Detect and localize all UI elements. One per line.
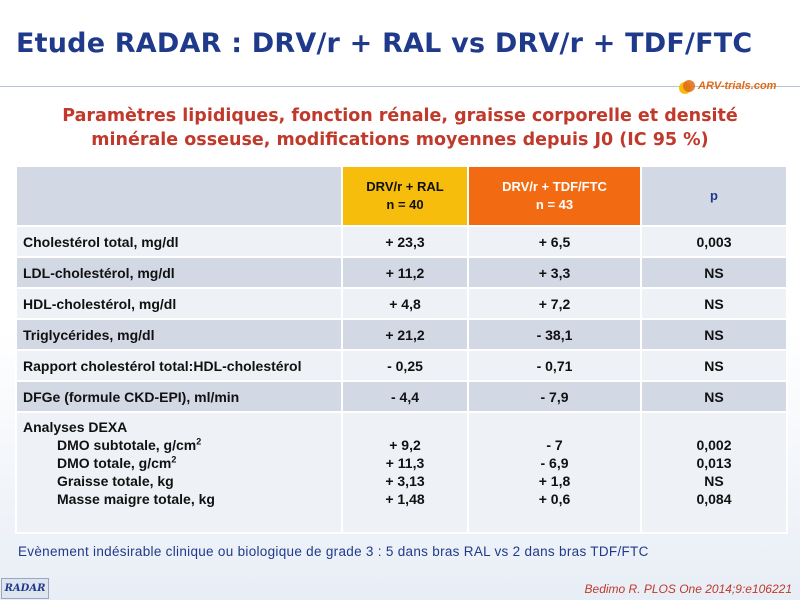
- results-table: DRV/r + RAL n = 40 DRV/r + TDF/FTC n = 4…: [15, 165, 788, 534]
- row-label: LDL-cholestérol, mg/dl: [15, 256, 343, 289]
- p-value: NS: [704, 473, 724, 489]
- header-tdf-arm: DRV/r + TDF/FTC n = 43: [467, 165, 642, 227]
- header-ral-name: DRV/r + RAL: [366, 179, 444, 194]
- header-p-value: p: [640, 165, 788, 227]
- ral-value: + 3,13: [385, 473, 425, 489]
- adverse-events-note: Evènement indésirable clinique ou biolog…: [18, 544, 649, 559]
- arv-logo-icon: [679, 80, 695, 94]
- p-value: 0,002: [696, 437, 732, 453]
- dexa-item-label: DMO totale, g/cm2: [57, 454, 177, 471]
- table-row: HDL-cholestérol, mg/dl + 4,8 + 7,2 NS: [15, 287, 788, 320]
- dexa-heading: Analyses DEXA: [23, 419, 128, 435]
- header-tdf-name: DRV/r + TDF/FTC: [502, 179, 607, 194]
- tdf-value: - 0,71: [467, 349, 642, 382]
- p-value: NS: [640, 349, 788, 382]
- table-row: DFGe (formule CKD-EPI), ml/min - 4,4 - 7…: [15, 380, 788, 413]
- slide-title: Etude RADAR : DRV/r + RAL vs DRV/r + TDF…: [16, 28, 753, 59]
- logo-text: ARV-trials.com: [698, 80, 777, 92]
- header-ral-n: n = 40: [386, 197, 424, 212]
- dexa-item-label: Masse maigre totale, kg: [57, 491, 215, 507]
- p-value: 0,003: [640, 225, 788, 258]
- ral-value: + 9,2: [389, 437, 421, 453]
- ral-value: - 0,25: [341, 349, 469, 382]
- ral-value: + 4,8: [341, 287, 469, 320]
- p-value: NS: [640, 256, 788, 289]
- tdf-value: - 38,1: [467, 318, 642, 351]
- dexa-item-label: Graisse totale, kg: [57, 473, 174, 489]
- table-row: Cholestérol total, mg/dl + 23,3 + 6,5 0,…: [15, 225, 788, 258]
- p-value: NS: [640, 287, 788, 320]
- dexa-row: Analyses DEXA DMO subtotale, g/cm2 DMO t…: [15, 411, 788, 534]
- p-value: NS: [640, 380, 788, 413]
- dexa-ral-cell: + 9,2 + 11,3 + 3,13 + 1,48: [341, 411, 469, 534]
- table-row: Rapport cholestérol total:HDL-cholestéro…: [15, 349, 788, 382]
- row-label: DFGe (formule CKD-EPI), ml/min: [15, 380, 343, 413]
- arv-trials-logo: ARV-trials.com: [676, 76, 794, 98]
- ral-value: + 21,2: [341, 318, 469, 351]
- dexa-labels-cell: Analyses DEXA DMO subtotale, g/cm2 DMO t…: [15, 411, 343, 534]
- title-divider: [0, 86, 800, 87]
- ral-value: + 11,3: [385, 455, 425, 471]
- tdf-value: - 6,9: [540, 455, 569, 471]
- subtitle-line-2: minérale osseuse, modifications moyennes…: [91, 130, 709, 150]
- tdf-value: + 1,8: [538, 473, 571, 489]
- tdf-value: + 3,3: [467, 256, 642, 289]
- table-row: LDL-cholestérol, mg/dl + 11,2 + 3,3 NS: [15, 256, 788, 289]
- dexa-p-cell: 0,002 0,013 NS 0,084: [640, 411, 788, 534]
- row-label: Rapport cholestérol total:HDL-cholestéro…: [15, 349, 343, 382]
- tdf-value: - 7,9: [467, 380, 642, 413]
- slide-subtitle: Paramètres lipidiques, fonction rénale, …: [10, 104, 790, 152]
- ral-value: + 11,2: [341, 256, 469, 289]
- row-label: HDL-cholestérol, mg/dl: [15, 287, 343, 320]
- table-row: Triglycérides, mg/dl + 21,2 - 38,1 NS: [15, 318, 788, 351]
- p-value: 0,084: [696, 491, 732, 507]
- row-label: Triglycérides, mg/dl: [15, 318, 343, 351]
- header-ral-arm: DRV/r + RAL n = 40: [341, 165, 469, 227]
- ral-value: - 4,4: [341, 380, 469, 413]
- ral-value: + 23,3: [341, 225, 469, 258]
- header-blank-cell: [15, 165, 343, 227]
- subtitle-line-1: Paramètres lipidiques, fonction rénale, …: [62, 106, 738, 126]
- p-value: 0,013: [696, 455, 732, 471]
- row-label: Cholestérol total, mg/dl: [15, 225, 343, 258]
- tdf-value: - 7: [546, 437, 563, 453]
- reference-citation: Bedimo R. PLOS One 2014;9:e106221: [584, 582, 792, 596]
- header-tdf-n: n = 43: [535, 197, 574, 212]
- table-header-row: DRV/r + RAL n = 40 DRV/r + TDF/FTC n = 4…: [15, 165, 788, 227]
- dexa-tdf-cell: - 7 - 6,9 + 1,8 + 0,6: [467, 411, 642, 534]
- study-badge: RADAR: [1, 578, 49, 599]
- tdf-value: + 7,2: [467, 287, 642, 320]
- ral-value: + 1,48: [385, 491, 425, 507]
- tdf-value: + 0,6: [538, 491, 571, 507]
- p-value: NS: [640, 318, 788, 351]
- dexa-item-label: DMO subtotale, g/cm2: [57, 436, 202, 453]
- tdf-value: + 6,5: [467, 225, 642, 258]
